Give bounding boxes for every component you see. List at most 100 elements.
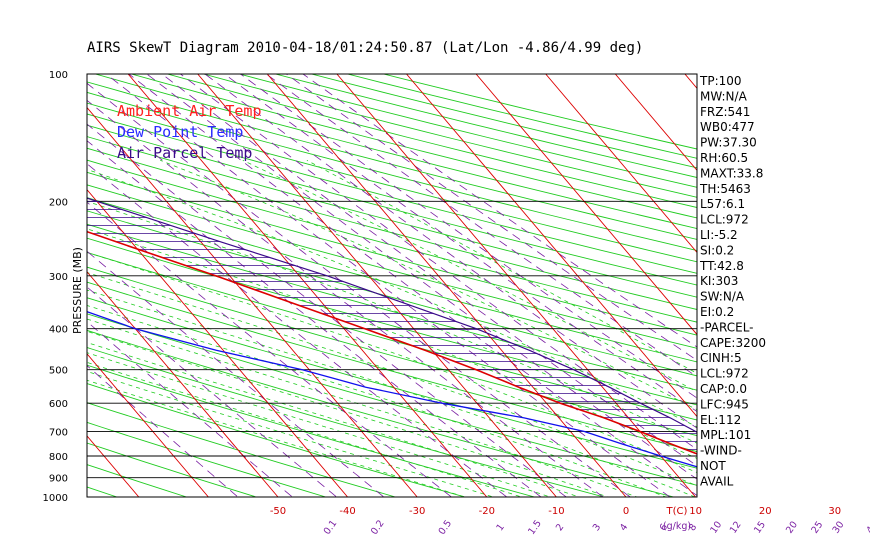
isotherm-line	[127, 74, 488, 497]
mixing-ratio-tick-label: 20	[784, 519, 800, 535]
index-entry: LI:-5.2	[700, 228, 738, 242]
mixing-ratio-tick-label: 1.5	[526, 518, 544, 537]
dry-adiabat-line	[87, 402, 396, 497]
mixing-ratio-line	[87, 321, 294, 497]
index-entry: TP:100	[699, 74, 742, 88]
dry-adiabat-line	[87, 197, 697, 363]
mixing-ratio-line	[87, 250, 385, 497]
pressure-tick-label: 700	[49, 427, 68, 438]
mixing-ratio-tick-label: 4	[618, 522, 630, 533]
dry-adiabat-line	[87, 364, 535, 497]
index-entry: TH:5463	[699, 182, 751, 196]
mixing-ratio-line	[128, 74, 697, 497]
isotherm-line	[475, 74, 697, 336]
dry-adiabat-line	[87, 251, 697, 421]
dry-adiabat-line	[87, 347, 605, 497]
pressure-tick-label: 600	[49, 399, 68, 410]
dry-adiabat-line	[87, 147, 697, 310]
index-entry: MPL:101	[700, 428, 751, 442]
bottom-temp-tick-label: 0	[623, 506, 629, 517]
legend: Ambient Air Temp Dew Point Temp Air Parcel…	[117, 102, 262, 162]
index-entry: NOT	[700, 459, 726, 473]
parcel-temp-line	[87, 197, 697, 433]
sounding-series	[87, 197, 697, 468]
bottom-axis-unit: T(C)	[666, 506, 688, 517]
mixing-ratio-tick-label: 15	[752, 519, 768, 535]
dry-adiabat-line	[87, 102, 697, 263]
mixing-ratio-tick-label: 0.5	[437, 518, 455, 537]
index-entry: MAXT:33.8	[700, 166, 763, 180]
dry-adiabat-line	[87, 159, 697, 323]
pressure-tick-label: 400	[49, 325, 68, 336]
mixing-ratio-tick-label: 6	[658, 522, 670, 533]
mixing-ratio-tick-label: 8	[687, 522, 699, 533]
mixing-ratio-line	[87, 201, 453, 497]
bottom-temp-tick-label: 20	[759, 506, 772, 517]
mixing-ratio-tick-label: 0.1	[322, 518, 340, 537]
isotherm-line	[336, 74, 696, 497]
bottom-temp-tick-label: -50	[270, 506, 286, 517]
dry-adiabat-line	[87, 124, 697, 286]
legend-entry: Ambient Air Temp	[117, 102, 262, 120]
mixing-ratio-tick-label: 10	[708, 519, 724, 535]
mixing-ratio-tick-label: 40	[864, 519, 870, 535]
index-entry: AVAIL	[700, 474, 734, 488]
isotherm-line	[87, 188, 348, 497]
dry-adiabat-line	[87, 329, 674, 497]
pressure-tick-label: 100	[49, 70, 68, 81]
mixing-ratio-line	[87, 140, 542, 497]
dry-adiabat-line	[87, 237, 697, 406]
index-entry: SW:N/A	[700, 290, 745, 304]
index-entry: PW:37.30	[700, 136, 757, 150]
index-entry: CAP:0.0	[700, 382, 747, 396]
dry-adiabat-line	[87, 184, 697, 349]
mixing-ratio-line	[161, 74, 697, 467]
chart-title: AIRS SkewT Diagram 2010-04-18/01:24:50.8…	[87, 40, 643, 56]
isotherm-line	[545, 74, 697, 254]
index-entry: SI:0.2	[700, 243, 734, 257]
mixing-ratio-tick-label: 3	[591, 522, 603, 533]
moist-adiabat-line	[87, 371, 495, 497]
index-entry: CAPE:3200	[700, 336, 766, 350]
dry-adiabat-line	[87, 91, 697, 251]
bottom-temp-tick-label: 10	[689, 506, 702, 517]
bottom-temp-tick-label: -20	[479, 506, 495, 517]
isotherm-line	[87, 271, 279, 497]
index-entry: MW:N/A	[700, 89, 748, 103]
dry-adiabat-line	[311, 74, 697, 169]
dry-adiabat-line	[87, 421, 326, 497]
dry-adiabat-line	[87, 81, 697, 240]
index-entry: KI:303	[700, 274, 738, 288]
dry-adiabat-line	[87, 210, 697, 377]
index-entry: FRZ:541	[700, 105, 750, 119]
index-entry: CINH:5	[700, 351, 742, 365]
legend-entry: Dew Point Temp	[117, 123, 243, 141]
dry-adiabat-line	[131, 74, 697, 219]
moist-adiabat-line	[87, 228, 697, 459]
dry-adiabat-line	[383, 74, 697, 150]
index-entry: LCL:972	[700, 213, 749, 227]
dry-adiabat-line	[87, 113, 697, 274]
bottom-temp-tick-label: 30	[828, 506, 841, 517]
isotherm-line	[197, 74, 557, 497]
pressure-tick-label: 200	[49, 197, 68, 208]
index-entry: RH:60.5	[700, 151, 748, 165]
mixing-ratio-line	[87, 163, 508, 497]
mixing-ratio-line	[146, 74, 697, 480]
y-axis-label: PRESSURE (MB)	[71, 247, 84, 334]
pressure-tick-label: 900	[49, 474, 68, 485]
mixing-ratio-line	[87, 365, 239, 497]
mixing-ratio-line	[87, 82, 631, 497]
isotherm-line	[266, 74, 627, 497]
mixing-ratio-tick-label: 1	[495, 522, 507, 533]
mixing-ratio-tick-label: 12	[728, 519, 744, 535]
dry-adiabat-line	[239, 74, 697, 188]
dry-adiabat-line	[87, 313, 697, 486]
index-entry: -WIND-	[700, 444, 742, 458]
dry-adiabat-line	[87, 171, 697, 336]
bottom-temp-tick-label: -10	[548, 506, 564, 517]
mixing-ratio-tick-label: 25	[809, 519, 825, 535]
